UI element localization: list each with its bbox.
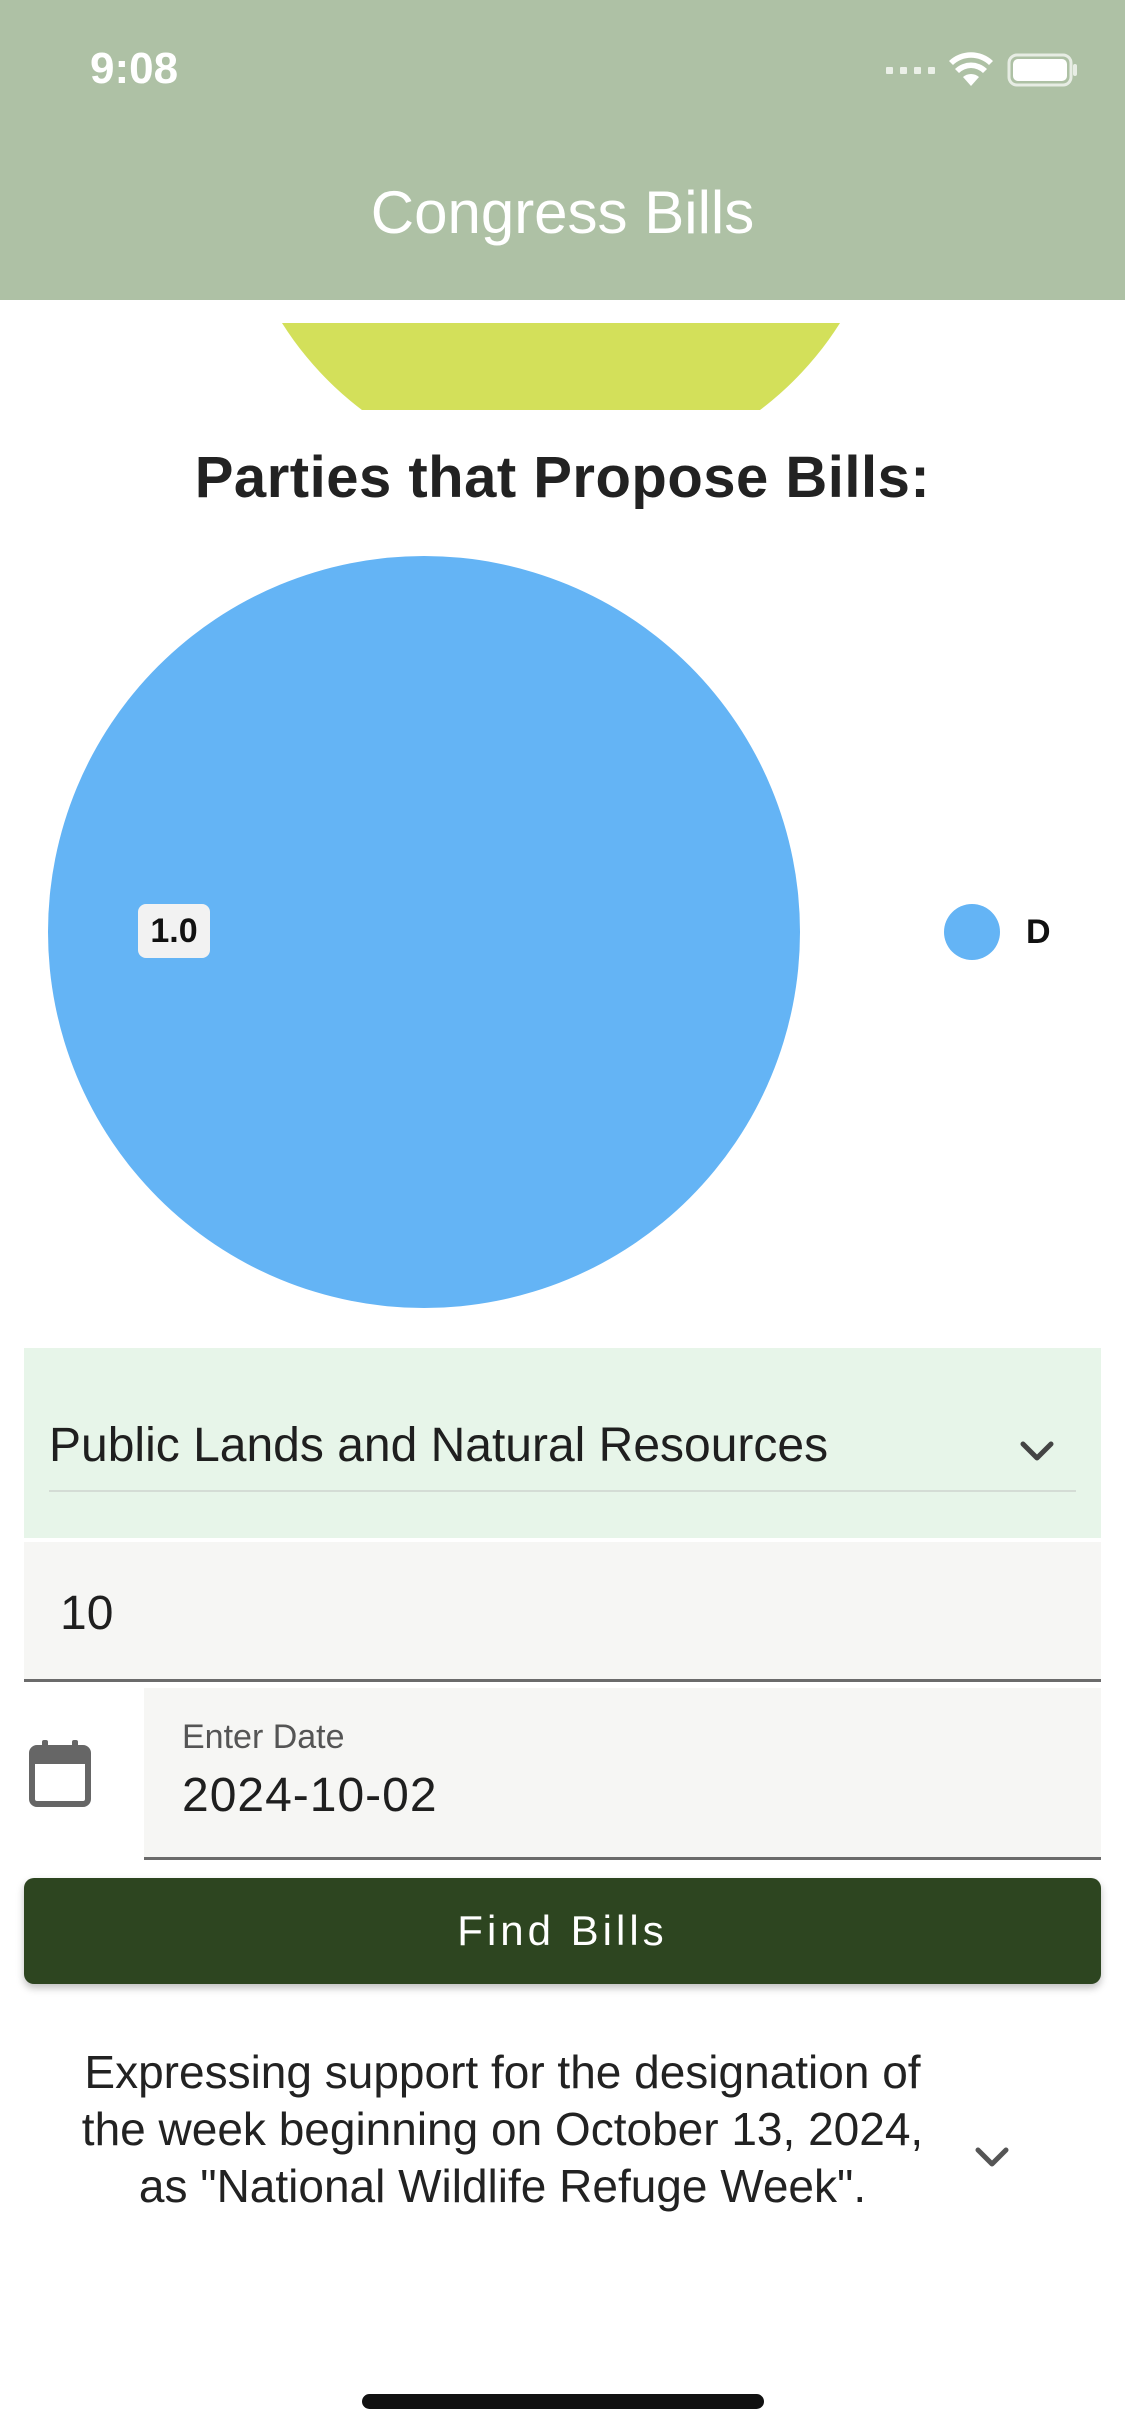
chevron-down-icon[interactable]	[968, 2132, 1016, 2180]
chart-title: Parties that Propose Bills:	[194, 445, 931, 510]
chevron-down-icon	[1020, 1441, 1054, 1461]
dropdown-underline	[49, 1490, 1076, 1492]
date-field-value: 2024-10-02	[182, 1769, 438, 1822]
pie-value-label: 1.0	[138, 904, 210, 958]
chart-legend: D	[944, 904, 1051, 960]
subject-dropdown[interactable]: Public Lands and Natural Resources	[24, 1348, 1101, 1538]
bill-count-input[interactable]: 10	[24, 1542, 1101, 1682]
status-icons	[886, 48, 1079, 92]
party-pie-chart	[48, 556, 800, 1308]
date-input[interactable]: Enter Date 2024-10-02	[144, 1688, 1101, 1860]
dropdown-selected-value: Public Lands and Natural Resources	[49, 1419, 829, 1472]
app-title: Congress Bills	[370, 179, 755, 246]
home-indicator	[362, 2394, 764, 2409]
date-field-label: Enter Date	[182, 1718, 345, 1756]
previous-chart-slice	[282, 323, 840, 410]
battery-icon	[1007, 53, 1077, 87]
cellular-signal-icon	[886, 66, 935, 74]
pie-slice-d	[48, 556, 800, 1308]
status-time: 9:08	[90, 44, 179, 93]
wifi-icon	[949, 52, 993, 86]
calendar-icon[interactable]	[28, 1738, 92, 1808]
find-bills-button[interactable]: Find Bills	[24, 1878, 1101, 1984]
bill-title: Expressing support for the designation o…	[81, 2046, 924, 2212]
legend-label-d: D	[1026, 912, 1051, 951]
bill-count-value: 10	[60, 1587, 114, 1640]
bill-result-item[interactable]: Expressing support for the designation o…	[0, 2040, 1125, 2280]
app-bar: 9:08 Congress Bills	[0, 0, 1125, 300]
legend-swatch-d	[944, 904, 1000, 960]
